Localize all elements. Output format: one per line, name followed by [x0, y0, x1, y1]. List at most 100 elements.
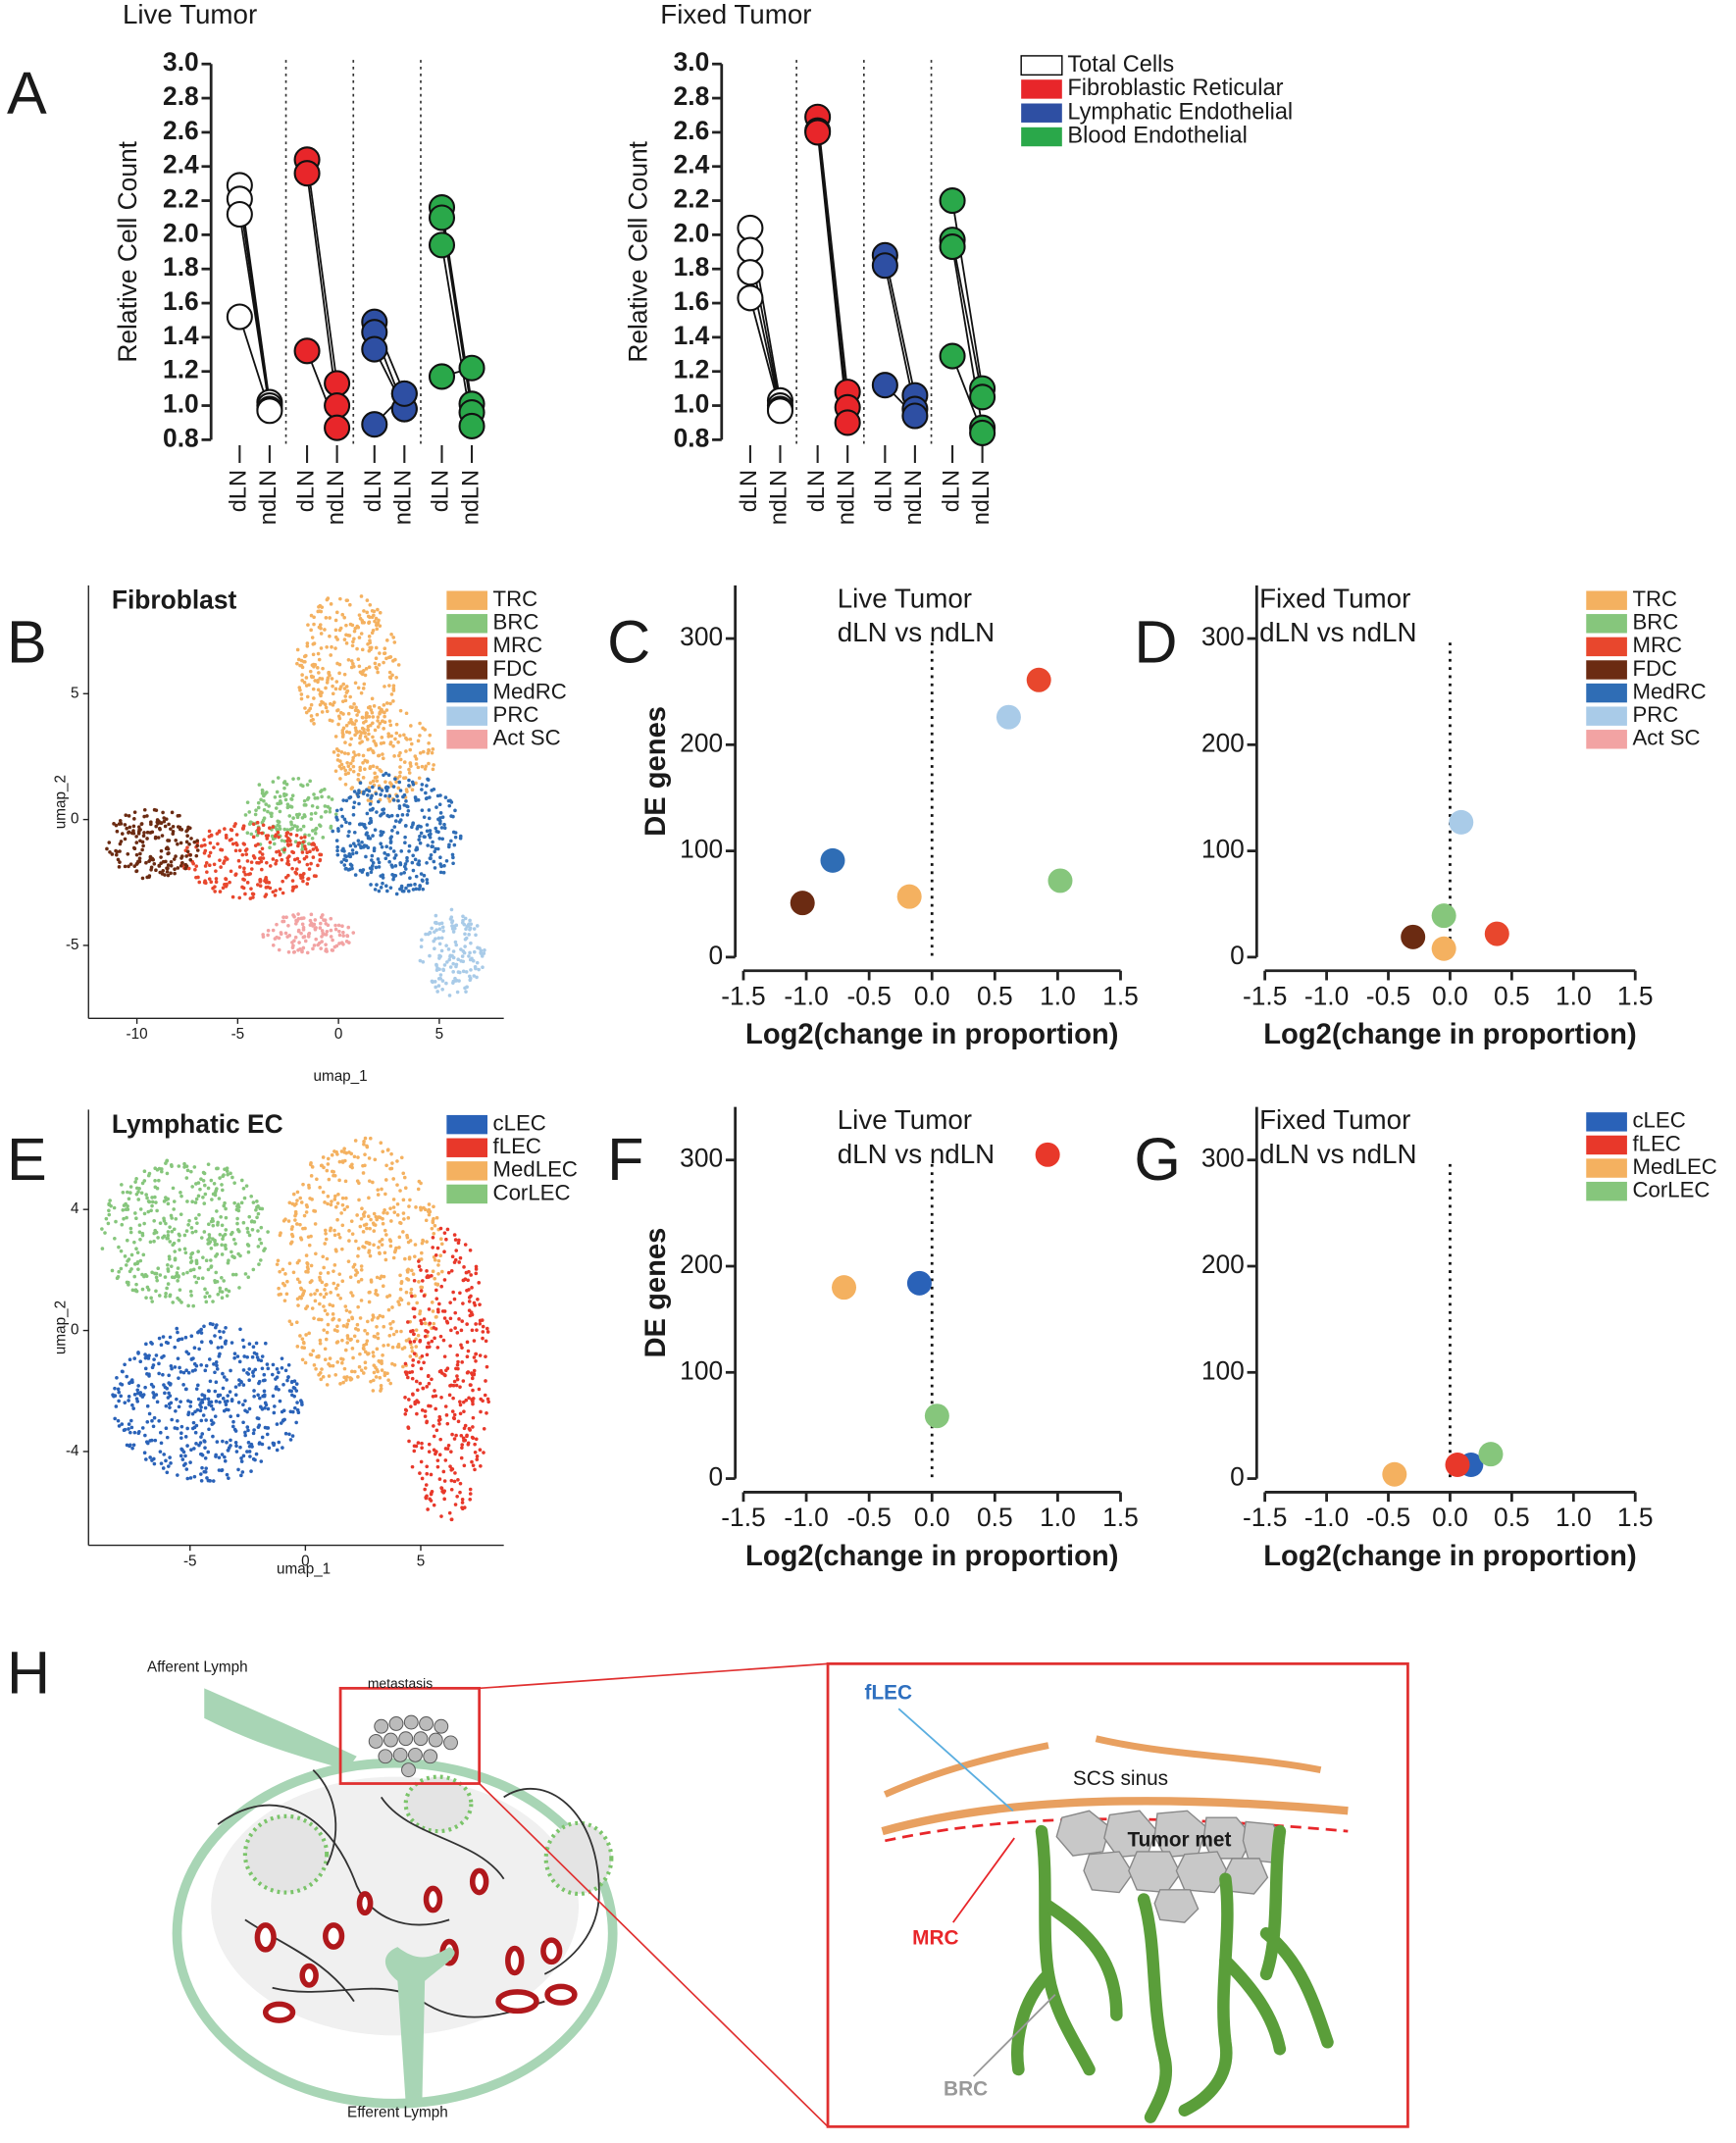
cell-dot — [277, 1286, 281, 1291]
cell-dot — [339, 685, 343, 689]
cell-dot — [336, 829, 340, 833]
cell-dot — [316, 863, 320, 868]
cell-dot — [471, 1436, 476, 1441]
cell-dot — [375, 1217, 380, 1222]
cell-dot — [288, 1409, 293, 1414]
cell-dot — [425, 1464, 430, 1469]
cell-dot — [365, 811, 370, 816]
cell-dot — [459, 1343, 463, 1348]
efferent-vessel — [384, 1947, 455, 2104]
cell-dot — [386, 732, 390, 736]
cell-dot — [450, 1409, 455, 1413]
cell-dot — [193, 1200, 198, 1204]
cell-dot — [377, 753, 382, 758]
cell-dot — [294, 833, 299, 838]
cell-dot — [455, 1374, 459, 1378]
cell-dot — [178, 1233, 181, 1238]
legend-swatch — [446, 660, 488, 680]
legend-swatch — [1586, 1181, 1627, 1201]
cell-dot — [218, 858, 222, 862]
cell-dot — [368, 1136, 373, 1141]
cell-dot — [356, 1155, 360, 1159]
pair-line — [816, 131, 849, 424]
cell-dot — [286, 1219, 291, 1223]
cell-dot — [477, 967, 481, 972]
point — [737, 236, 764, 264]
cell-dot — [295, 1199, 299, 1202]
cell-dot — [471, 1400, 475, 1403]
cell-dot — [350, 851, 355, 856]
cell-dot — [358, 781, 363, 786]
cell-dot — [261, 1378, 266, 1383]
cell-dot — [264, 802, 269, 806]
cell-dot — [475, 924, 480, 928]
cell-dot — [243, 1272, 248, 1276]
cell-dot — [322, 1304, 326, 1308]
cell-dot — [292, 1394, 296, 1399]
cell-dot — [396, 1345, 401, 1349]
cell-dot — [290, 849, 294, 854]
cell-dot — [375, 1367, 380, 1372]
cell-dot — [324, 943, 328, 946]
x-tick-label: 1.0 — [1040, 1503, 1076, 1532]
cell-dot — [220, 1290, 225, 1294]
cell-dot — [176, 814, 180, 818]
cell-dot — [340, 924, 344, 929]
cell-dot — [259, 1241, 264, 1246]
cell-dot — [311, 946, 315, 951]
cell-dot — [341, 942, 345, 946]
cell-dot — [349, 665, 354, 670]
cell-dot — [309, 812, 314, 816]
cell-dot — [290, 1434, 295, 1438]
cell-dot — [441, 929, 445, 933]
cell-dot — [179, 863, 183, 868]
cell-dot — [319, 915, 324, 919]
cell-dot — [326, 1194, 331, 1199]
cell-dot — [137, 1223, 142, 1227]
chart-title: Fibroblast — [112, 586, 237, 615]
cell-dot — [241, 1368, 246, 1372]
cell-dot — [278, 827, 282, 831]
y-tick-label: 2.2 — [163, 184, 199, 214]
cell-dot — [395, 813, 400, 818]
cell-dot — [321, 666, 325, 671]
cell-dot — [226, 1394, 230, 1398]
cell-dot — [434, 1394, 438, 1399]
cell-dot — [380, 1238, 384, 1242]
cell-dot — [404, 788, 409, 791]
cell-dot — [121, 1190, 126, 1195]
cell-dot — [413, 1243, 418, 1247]
cell-dot — [134, 1216, 138, 1221]
cell-dot — [247, 1406, 252, 1411]
cell-dot — [261, 1394, 265, 1399]
cell-dot — [282, 780, 287, 784]
cell-dot — [421, 879, 425, 883]
cell-dot — [292, 939, 296, 944]
cell-dot — [338, 710, 343, 715]
cell-dot — [314, 845, 319, 849]
cell-dot — [408, 737, 413, 741]
cell-dot — [358, 730, 362, 734]
cell-dot — [392, 1362, 397, 1367]
cell-dot — [295, 661, 299, 666]
cell-dot — [434, 985, 438, 990]
cell-dot — [442, 963, 447, 967]
cell-dot — [108, 850, 112, 854]
cell-dot — [211, 1237, 215, 1242]
cell-dot — [242, 1354, 247, 1358]
cell-dot — [222, 1330, 226, 1334]
cell-dot — [324, 809, 329, 814]
legend-label: TRC — [493, 587, 538, 611]
cell-dot — [411, 853, 415, 858]
cell-dot — [358, 868, 363, 873]
cell-dot — [283, 1368, 288, 1373]
cell-dot — [433, 946, 436, 951]
cell-dot — [229, 1414, 232, 1418]
cell-dot — [368, 602, 373, 607]
cell-dot — [321, 1254, 326, 1259]
cell-dot — [276, 819, 281, 824]
cell-dot — [192, 1447, 196, 1451]
cell-dot — [387, 1333, 392, 1338]
cell-dot — [279, 1421, 283, 1425]
cell-dot — [455, 1362, 460, 1367]
